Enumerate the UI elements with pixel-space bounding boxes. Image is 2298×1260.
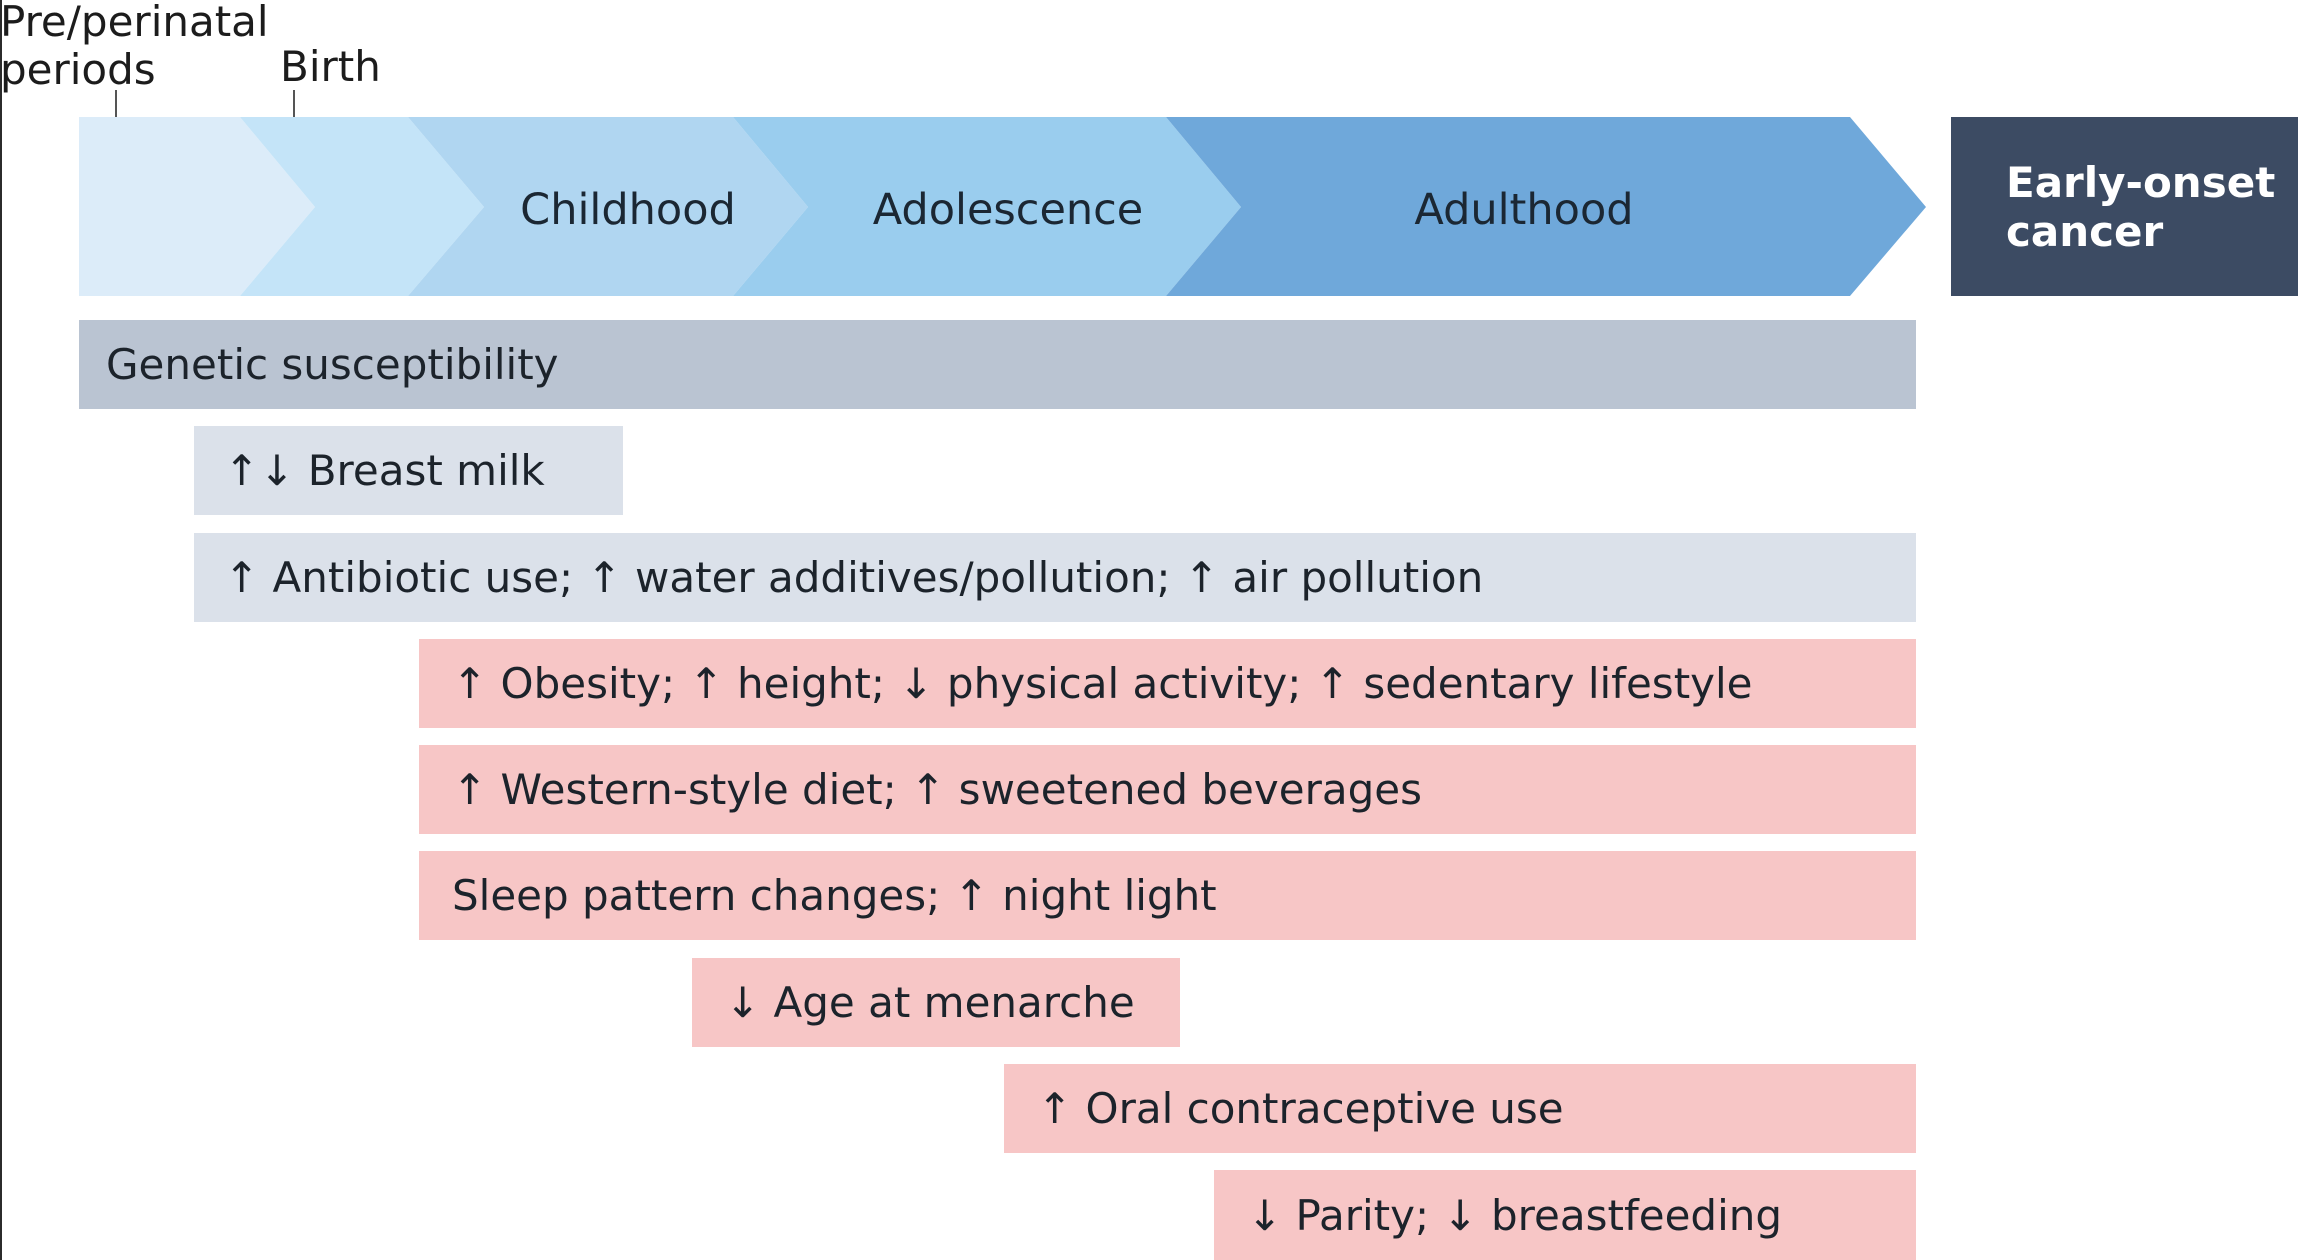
early-onset-cancer-box: Early-onset cancer — [1951, 117, 2298, 296]
life-stage-timeline — [79, 117, 1926, 296]
obesity-activity-label: ↑ Obesity; ↑ height; ↓ physical activity… — [452, 659, 1753, 708]
stage-arrow-adulthood — [1166, 117, 1926, 296]
pre-perinatal-tick — [115, 90, 117, 117]
birth-label: Birth — [280, 42, 381, 91]
genetic-susceptibility-bar: Genetic susceptibility — [79, 320, 1916, 409]
stage-label-childhood: Childhood — [520, 185, 736, 235]
breast-milk-bar: ↑↓ Breast milk — [194, 426, 623, 515]
antibiotic-pollution-label: ↑ Antibiotic use; ↑ water additives/poll… — [224, 553, 1484, 602]
oral-contraceptive-label: ↑ Oral contraceptive use — [1037, 1084, 1564, 1133]
birth-tick — [293, 90, 295, 117]
age-at-menarche-label: ↓ Age at menarche — [725, 978, 1135, 1027]
western-diet-bar: ↑ Western-style diet; ↑ sweetened bevera… — [419, 745, 1916, 834]
parity-breastfeeding-bar: ↓ Parity; ↓ breastfeeding — [1214, 1170, 1916, 1260]
stage-label-adolescence: Adolescence — [872, 185, 1144, 235]
genetic-susceptibility-label: Genetic susceptibility — [106, 340, 559, 389]
stage-arrow-childhood — [408, 117, 808, 296]
parity-breastfeeding-label: ↓ Parity; ↓ breastfeeding — [1247, 1190, 1783, 1240]
stage-arrow-prenatal — [79, 117, 315, 296]
breast-milk-label: ↑↓ Breast milk — [224, 446, 545, 495]
stage-arrow-adolescence — [733, 117, 1241, 296]
sleep-pattern-label: Sleep pattern changes; ↑ night light — [452, 871, 1217, 920]
left-border-line — [0, 0, 2, 1260]
sleep-pattern-bar: Sleep pattern changes; ↑ night light — [419, 851, 1916, 940]
age-at-menarche-bar: ↓ Age at menarche — [692, 958, 1180, 1047]
stage-arrow-birth — [240, 117, 484, 296]
western-diet-label: ↑ Western-style diet; ↑ sweetened bevera… — [452, 765, 1422, 814]
antibiotic-pollution-bar: ↑ Antibiotic use; ↑ water additives/poll… — [194, 533, 1916, 622]
obesity-activity-bar: ↑ Obesity; ↑ height; ↓ physical activity… — [419, 639, 1916, 728]
pre-perinatal-label: Pre/perinatal periods — [0, 0, 269, 94]
early-onset-cancer-label: Early-onset cancer — [2006, 157, 2276, 256]
stage-label-adulthood: Adulthood — [1414, 185, 1634, 235]
oral-contraceptive-bar: ↑ Oral contraceptive use — [1004, 1064, 1916, 1153]
